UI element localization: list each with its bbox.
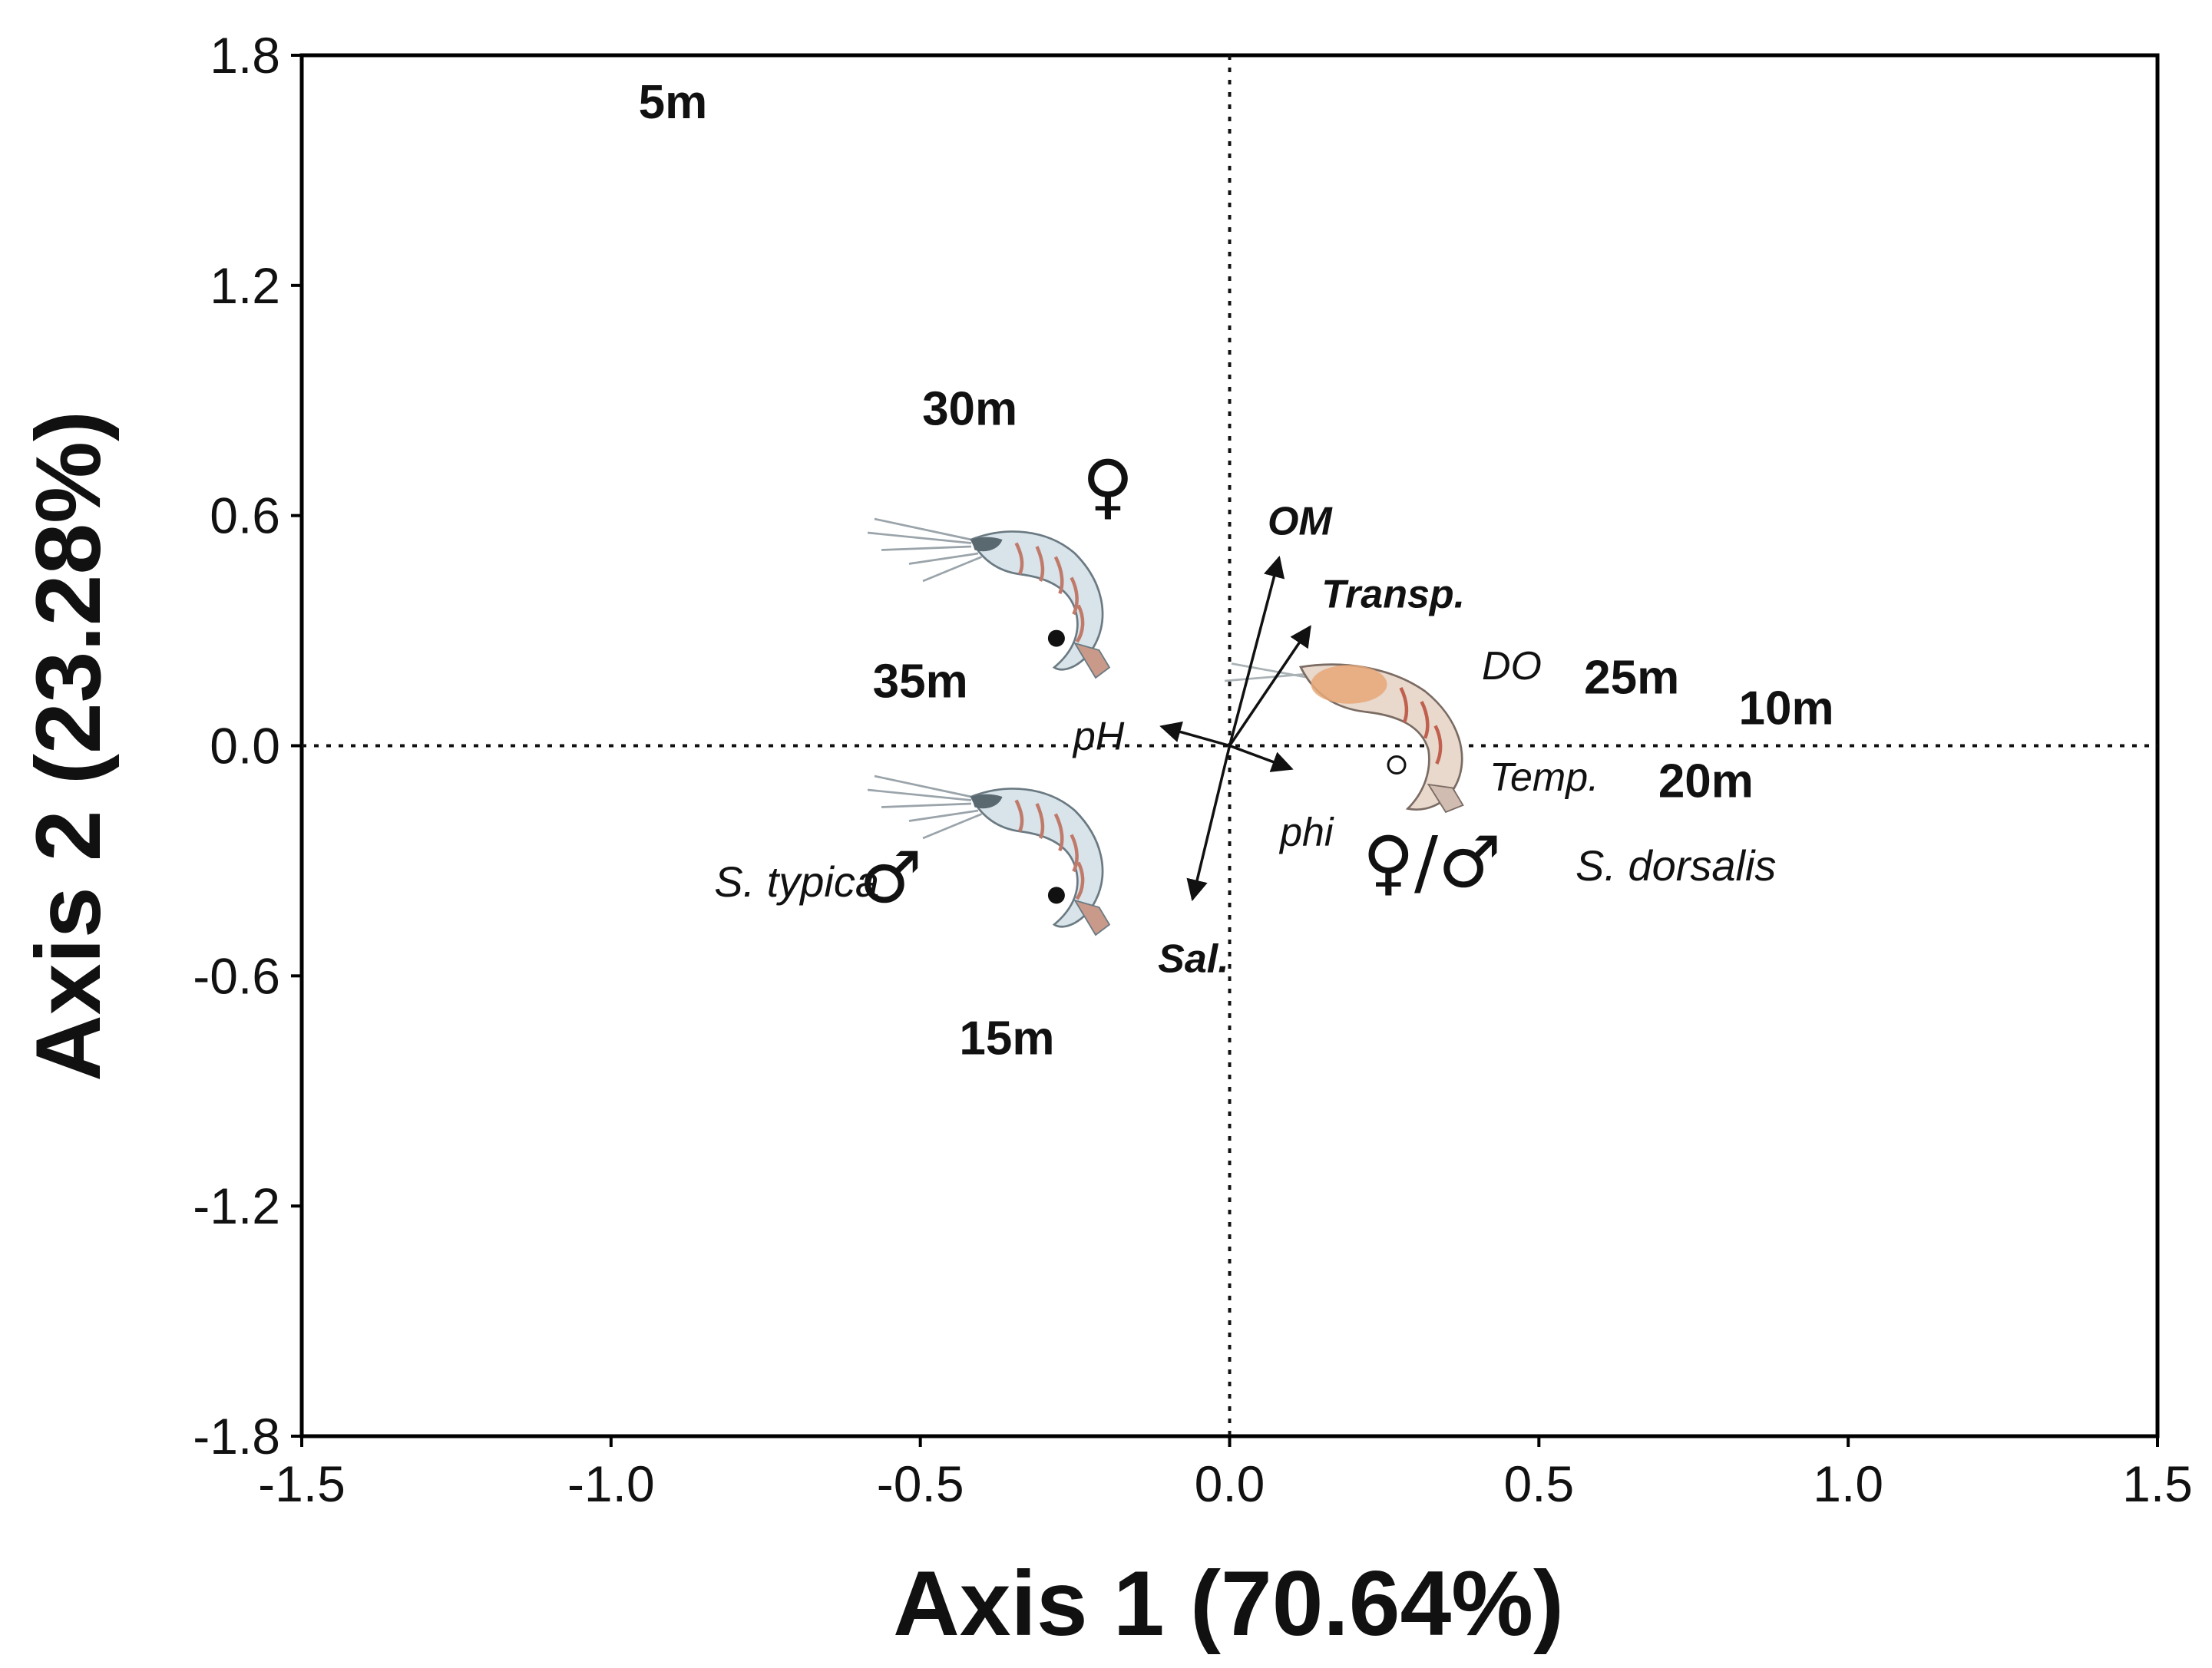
- y-tick-label: 1.2: [210, 257, 280, 314]
- x-tick-label: 0.0: [1195, 1455, 1265, 1512]
- species-name-label: S. dorsalis: [1576, 841, 1776, 890]
- x-tick-label: -0.5: [877, 1455, 964, 1512]
- vector-arrow: [1228, 744, 1294, 772]
- species-points: ♀ S. typica♂ ♀/♂ S. dorsalis: [714, 445, 1776, 919]
- vector-arrow: [1159, 721, 1230, 748]
- y-tick-label: -1.2: [193, 1178, 280, 1234]
- shrimp-illustration-dorsalis: [1225, 664, 1463, 813]
- sex-symbol-label: ♂: [859, 837, 922, 919]
- species-name-label: S. typica: [714, 857, 879, 906]
- species-point: [1387, 755, 1407, 775]
- x-tick-label: -1.5: [258, 1455, 346, 1512]
- vector-arrow: [1228, 555, 1285, 746]
- x-tick-label: 0.5: [1503, 1455, 1574, 1512]
- vector-label: Temp.: [1490, 755, 1599, 800]
- vector-label: OM: [1268, 500, 1333, 544]
- y-tick-label: -1.8: [193, 1408, 280, 1465]
- depth-label: 25m: [1584, 652, 1679, 705]
- environmental-vectors: OM Transp. Sal. pH phi DO Temp.: [1072, 500, 1599, 982]
- depth-labels: 5m 10m 15m 20m 25m 30m 35m: [639, 76, 1834, 1065]
- shrimp-illustration-female: [868, 519, 1109, 678]
- vector-label: pH: [1072, 715, 1125, 759]
- vector-label: phi: [1278, 810, 1334, 854]
- depth-label: 35m: [873, 656, 968, 708]
- depth-label: 20m: [1658, 755, 1754, 808]
- depth-label: 30m: [922, 383, 1017, 436]
- sex-symbol-label: ♀: [1082, 445, 1133, 527]
- depth-label: 10m: [1739, 682, 1834, 735]
- species-point: [1047, 887, 1065, 904]
- species-point: [1047, 629, 1065, 647]
- y-tick-label: 0.0: [210, 718, 280, 775]
- vector-arrow: [1228, 625, 1311, 747]
- y-tick-label: -0.6: [193, 947, 280, 1004]
- vector-label: Transp.: [1321, 573, 1465, 617]
- x-axis-title: Axis 1 (70.64%): [893, 1552, 1564, 1655]
- vector-arrow: [1186, 745, 1232, 902]
- x-tick-label: 1.0: [1813, 1455, 1883, 1512]
- y-axis-title: Axis 2 (23.28%): [17, 411, 120, 1082]
- depth-label: 5m: [639, 76, 708, 129]
- sex-symbol-label: ♀/♂: [1363, 821, 1502, 903]
- x-tick-label: 1.5: [2122, 1455, 2193, 1512]
- vector-label: Sal.: [1158, 936, 1229, 981]
- y-axis-ticks: 1.8 1.2 0.6 0.0 -0.6 -1.2 -1.8: [193, 27, 302, 1465]
- x-axis-ticks: -1.5 -1.0 -0.5 0.0 0.5 1.0 1.5: [258, 1436, 2193, 1512]
- y-tick-label: 1.8: [210, 27, 280, 84]
- y-tick-label: 0.6: [210, 487, 280, 544]
- x-tick-label: -1.0: [567, 1455, 655, 1512]
- vector-label: DO: [1482, 644, 1542, 689]
- depth-label: 15m: [959, 1012, 1054, 1065]
